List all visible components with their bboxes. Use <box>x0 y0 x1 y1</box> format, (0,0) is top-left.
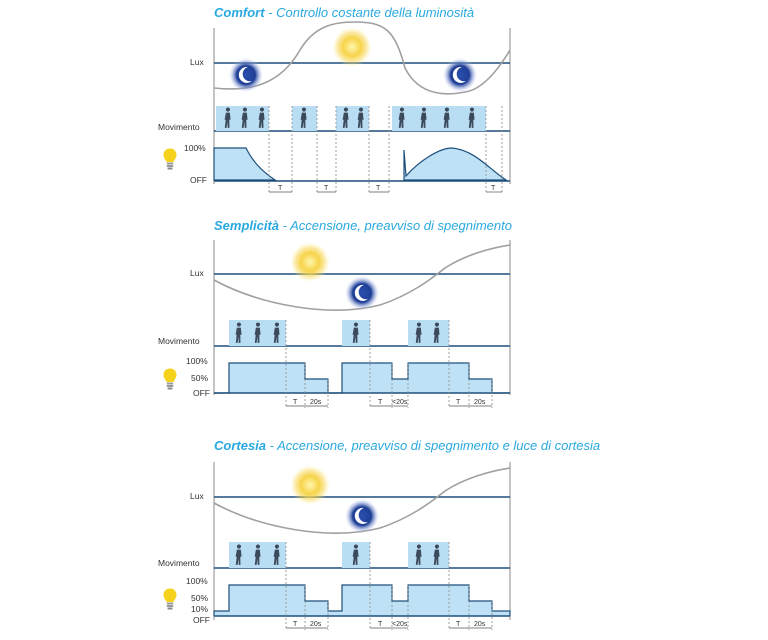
light-bulb-icon <box>163 148 177 170</box>
timer-labels: T T T T <box>269 185 502 193</box>
light-bulb-icon <box>163 588 177 610</box>
level-label: OFF <box>190 175 207 185</box>
svg-text:T: T <box>456 399 461 406</box>
panel-semplicita: Semplicità - Accensione, preavviso di sp… <box>158 218 512 408</box>
light-bulb-icon <box>163 368 177 390</box>
level-label: 10% <box>191 604 208 614</box>
level-label: 50% <box>191 373 208 383</box>
lux-label: Lux <box>190 491 204 501</box>
light-output-profile <box>213 147 277 181</box>
svg-text:T: T <box>378 621 383 628</box>
svg-text:20s: 20s <box>310 399 322 406</box>
level-label: OFF <box>193 615 210 625</box>
svg-text:T: T <box>456 621 461 628</box>
svg-text:20s: 20s <box>474 621 486 628</box>
svg-text:<20s: <20s <box>392 621 408 628</box>
panel-title: Cortesia - Accensione, preavviso di speg… <box>214 438 600 453</box>
lux-label: Lux <box>190 57 204 67</box>
svg-text:T: T <box>293 399 298 406</box>
moon-icon <box>443 58 477 92</box>
svg-text:T: T <box>491 185 496 192</box>
panel-title-bold: Semplicità <box>214 218 279 233</box>
timer-labels: T 20s T <20s T 20s <box>286 399 492 407</box>
daylight-curve <box>213 21 511 95</box>
svg-text:T: T <box>278 185 283 192</box>
light-output-profile <box>213 584 511 616</box>
panel-title: Semplicità - Accensione, preavviso di sp… <box>214 218 512 233</box>
panel-title-bold: Comfort <box>214 5 265 20</box>
moon-icon <box>229 58 263 92</box>
panel-comfort: Comfort - Controllo costante della lumin… <box>158 5 511 194</box>
svg-text:20s: 20s <box>310 621 322 628</box>
movement-label: Movimento <box>158 336 200 346</box>
sun-icon <box>332 27 372 67</box>
panel-title-rest: Accensione, preavviso di spegnimento e l… <box>276 438 600 453</box>
level-label: 50% <box>191 593 208 603</box>
timing-markers <box>285 320 493 408</box>
level-label: 100% <box>184 143 206 153</box>
light-output-profile <box>214 362 510 394</box>
daylight-curve <box>213 467 511 534</box>
timing-markers <box>268 106 503 194</box>
svg-text:20s: 20s <box>474 399 486 406</box>
level-label: OFF <box>193 388 210 398</box>
level-label: 100% <box>186 356 208 366</box>
svg-text:T: T <box>293 621 298 628</box>
moon-icon <box>345 276 379 310</box>
movement-label: Movimento <box>158 558 200 568</box>
timing-markers <box>285 542 493 630</box>
svg-text:T: T <box>376 185 381 192</box>
svg-text:T: T <box>324 185 329 192</box>
svg-text:<20s: <20s <box>392 399 408 406</box>
panel-title: Comfort - Controllo costante della lumin… <box>214 5 474 20</box>
timer-labels: T 20s T <20s T 20s <box>286 621 492 629</box>
movement-label: Movimento <box>158 122 200 132</box>
panel-title-rest: Accensione, preavviso di spegnimento <box>289 218 512 233</box>
lux-label: Lux <box>190 268 204 278</box>
panel-cortesia: Cortesia - Accensione, preavviso di speg… <box>158 438 600 630</box>
daylight-curve <box>213 244 511 311</box>
panel-title-rest: Controllo costante della luminosità <box>276 5 474 20</box>
svg-text:T: T <box>378 399 383 406</box>
sun-icon <box>290 242 330 282</box>
sun-icon <box>290 465 330 505</box>
level-label: 100% <box>186 576 208 586</box>
panel-title-bold: Cortesia <box>214 438 266 453</box>
moon-icon <box>345 499 379 533</box>
